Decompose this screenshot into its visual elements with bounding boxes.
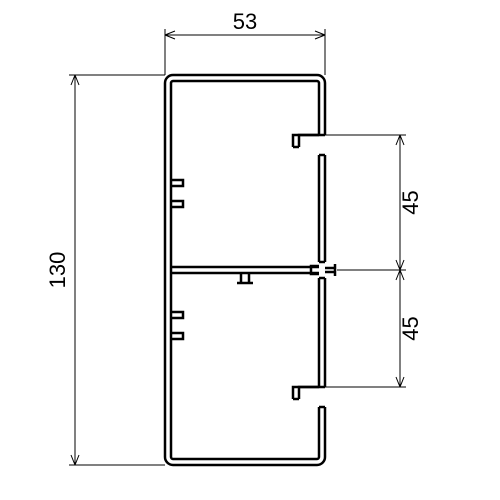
technical-drawing: 53 130 45 45 [0, 0, 500, 500]
dim-width-label: 53 [233, 9, 257, 34]
dim-upper-gap-label: 45 [398, 190, 423, 214]
dim-lower-gap-label: 45 [398, 316, 423, 340]
dim-height-label: 130 [45, 252, 70, 289]
